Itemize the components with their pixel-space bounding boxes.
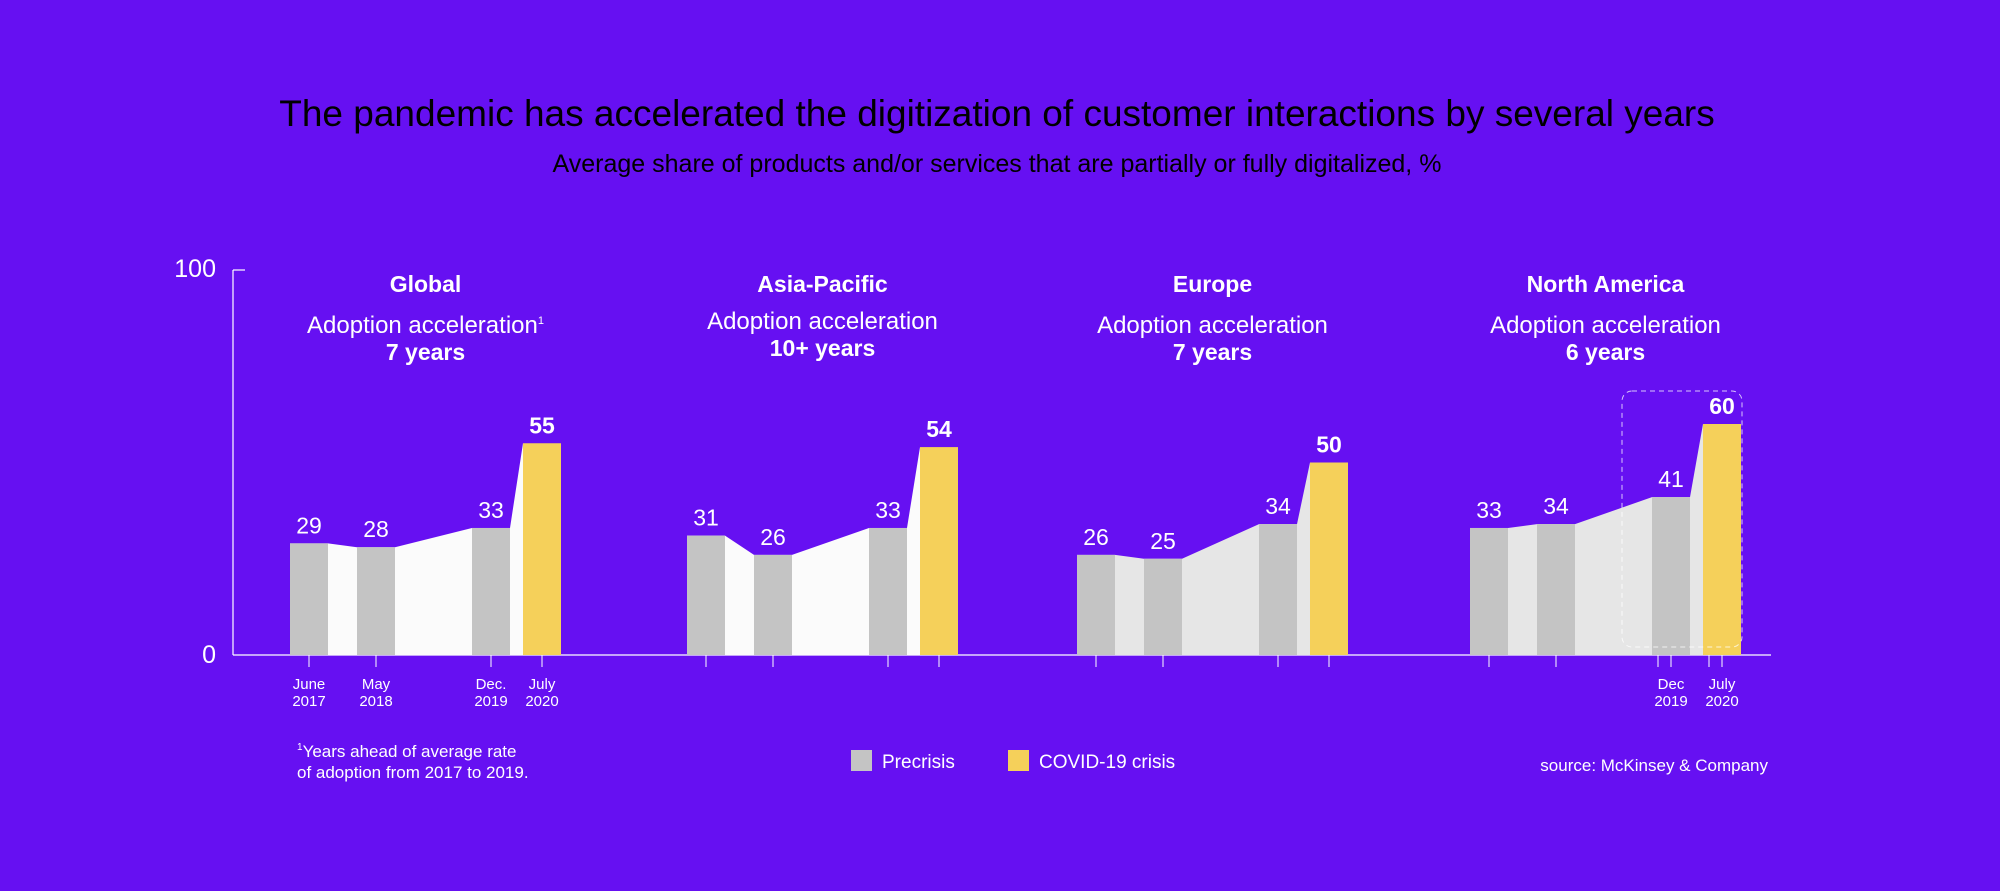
bar-precrisis xyxy=(357,547,395,655)
bar-value-label: 41 xyxy=(1658,466,1684,492)
bar-precrisis xyxy=(1470,527,1508,655)
bar-value-label: 55 xyxy=(529,412,555,438)
x-tick-label-line-2: 2019 xyxy=(474,693,507,710)
panel-connector-area xyxy=(687,447,920,655)
bar-value-label: 26 xyxy=(1083,524,1109,550)
bar-precrisis xyxy=(1537,524,1575,655)
bar-value-label: 34 xyxy=(1543,493,1569,519)
bar-value-label: 34 xyxy=(1265,493,1291,519)
bar-precrisis xyxy=(1652,497,1690,655)
source-note: source: McKinsey & Company xyxy=(1540,756,1768,775)
bar-value-label: 60 xyxy=(1709,393,1735,419)
panel-accel-years: 7 years xyxy=(1173,339,1252,365)
footnote: 1Years ahead of average rate of adoption… xyxy=(297,742,529,782)
x-tick-label-line-1: July xyxy=(1709,676,1736,693)
legend-swatch-covid xyxy=(1008,750,1029,771)
x-tick-label-line-1: Dec xyxy=(1658,676,1685,693)
bar-precrisis xyxy=(687,535,725,655)
bar-value-label: 33 xyxy=(1476,497,1502,523)
panel-connector-area xyxy=(1077,462,1310,655)
x-tick-label-line-2: 2019 xyxy=(1654,693,1687,710)
bar-covid xyxy=(523,443,561,655)
bar-value-label: 33 xyxy=(875,497,901,523)
x-tick-label-line-1: June xyxy=(293,676,326,693)
bar-precrisis xyxy=(754,554,792,655)
bar-precrisis xyxy=(1144,558,1182,655)
bar-covid xyxy=(1703,424,1741,655)
footnote-text-1: Years ahead of average rate xyxy=(303,742,517,761)
panel-accel-label: Adoption acceleration xyxy=(707,308,938,335)
panel-connector-area xyxy=(1470,424,1703,655)
y-axis: 100 0 xyxy=(174,255,245,669)
bar-value-label: 50 xyxy=(1316,432,1342,458)
x-tick-label-line-2: 2020 xyxy=(1705,693,1738,710)
footnote-mark: 1 xyxy=(538,315,544,327)
chart-subtitle: Average share of products and/or service… xyxy=(553,150,1442,178)
bar-value-label: 26 xyxy=(760,524,786,550)
panel-region-title: Asia-Pacific xyxy=(757,271,888,297)
chart-title: The pandemic has accelerated the digitiz… xyxy=(279,93,1715,134)
legend-label-precrisis: Precrisis xyxy=(882,752,955,773)
bar-value-label: 29 xyxy=(296,512,322,538)
legend-label-covid: COVID-19 crisis xyxy=(1039,752,1175,773)
bar-value-label: 31 xyxy=(693,505,719,531)
legend-swatch-precrisis xyxy=(851,750,872,771)
footnote-line-1: 1Years ahead of average rate xyxy=(297,742,516,761)
panel-region-title: Global xyxy=(390,271,462,297)
bar-covid xyxy=(920,447,958,655)
footnote-line-2: of adoption from 2017 to 2019. xyxy=(297,763,529,782)
bar-precrisis xyxy=(869,527,907,655)
legend: Precrisis COVID-19 crisis xyxy=(851,750,1175,773)
x-tick-label-line-2: 2018 xyxy=(359,693,392,710)
panel-accel-label: Adoption acceleration xyxy=(1490,312,1721,339)
bar-value-label: 28 xyxy=(363,516,389,542)
x-tick-label-line-2: 2020 xyxy=(525,693,558,710)
panel-accel-years: 10+ years xyxy=(770,335,876,361)
y-tick-label-min: 0 xyxy=(202,641,216,669)
footnote-mark: 1 xyxy=(297,742,303,753)
x-tick-label-line-1: July xyxy=(529,676,556,693)
highlight-box xyxy=(1621,390,1743,648)
panel-region-title: Europe xyxy=(1173,271,1252,297)
x-tick-label-line-1: May xyxy=(362,676,391,693)
bar-precrisis xyxy=(1259,524,1297,655)
bar-value-label: 54 xyxy=(926,416,952,442)
panel-accel-years: 7 years xyxy=(386,339,465,365)
bar-precrisis xyxy=(290,543,328,655)
panel-accel-label: Adoption acceleration1 xyxy=(307,312,544,339)
panel-accel-years: 6 years xyxy=(1566,339,1645,365)
bar-covid xyxy=(1310,462,1348,655)
bar-value-label: 25 xyxy=(1150,528,1176,554)
panel-accel-label: Adoption acceleration xyxy=(1097,312,1328,339)
y-tick-label-max: 100 xyxy=(174,255,216,283)
bar-value-label: 33 xyxy=(478,497,504,523)
x-tick-label-line-1: Dec. xyxy=(476,676,507,693)
x-tick-label-line-2: 2017 xyxy=(292,693,325,710)
panel-connector-area xyxy=(290,443,523,655)
bar-precrisis xyxy=(472,527,510,655)
bar-precrisis xyxy=(1077,554,1115,655)
panel-region-title: North America xyxy=(1527,271,1685,297)
